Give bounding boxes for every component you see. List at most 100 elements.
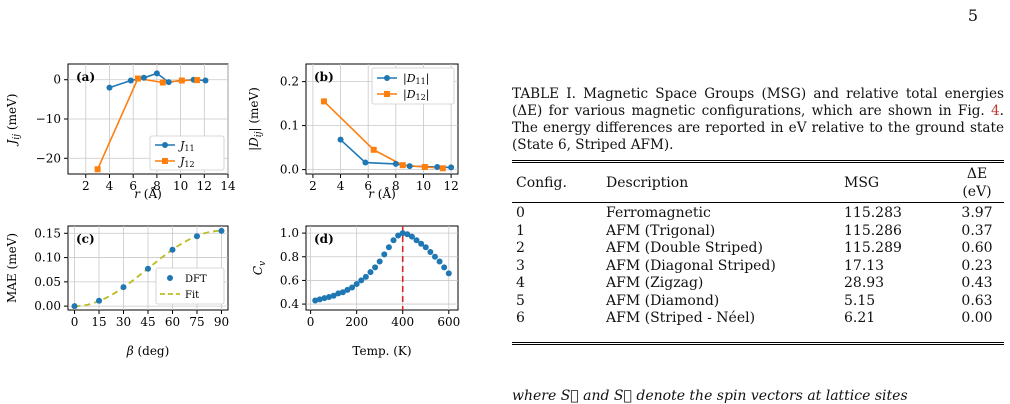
data-point-Cv — [413, 237, 420, 244]
y-tick-label: 0.00 — [34, 299, 61, 313]
data-point-DFT — [96, 297, 103, 304]
y-tick-label: 0.6 — [280, 273, 299, 287]
cell-config: 5 — [516, 292, 525, 309]
x-tick-label: 15 — [91, 315, 106, 329]
data-point-DFT — [218, 227, 225, 234]
body-text-fragment: where S⃗ and S⃗ denote the spin vectors … — [512, 388, 908, 404]
cell-delta-e: 0.60 — [961, 240, 993, 256]
panel-c-xlabel: β (deg) — [126, 344, 170, 358]
data-point-Cv — [312, 297, 319, 304]
data-point-Cv — [418, 240, 425, 247]
y-tick-label: 0.15 — [34, 226, 61, 240]
x-tick-label: 400 — [391, 315, 414, 329]
series-markers-J12 — [94, 75, 201, 173]
cell-msg: 115.289 — [844, 240, 902, 256]
data-point-Cv — [335, 290, 342, 297]
data-point-Cv — [441, 264, 448, 271]
cell-delta-e: 0.63 — [961, 292, 993, 309]
header-msg: MSG — [840, 160, 950, 203]
series-markers-D12 — [320, 98, 446, 172]
data-point-J12 — [178, 77, 185, 84]
data-point-Cv — [321, 295, 328, 302]
x-tick-label: 8 — [392, 179, 400, 193]
panel-c-ylabel: MAE (meV) — [5, 233, 19, 303]
data-point-J11 — [106, 84, 113, 91]
data-point-Cv — [344, 286, 351, 293]
x-tick-label: 6 — [129, 179, 137, 193]
data-point-J11 — [140, 74, 147, 81]
x-tick-label: 0 — [307, 315, 315, 329]
panel-a-ticks: 2 4 6 8 10 12 14 0 −10 −20 — [36, 73, 236, 193]
data-point-DFT — [145, 265, 151, 272]
data-point-J11 — [165, 79, 172, 86]
data-point-D12 — [439, 165, 446, 172]
y-tick-label: 0.2 — [280, 75, 299, 89]
data-point-Cv — [390, 237, 397, 244]
data-point-Cv — [445, 270, 452, 277]
x-tick-label: 10 — [173, 179, 188, 193]
table-row: 5 AFM (Diamond) 5.15 0.63 — [512, 293, 1004, 311]
data-point-Cv — [372, 264, 379, 271]
table-row: 2 AFM (Double Striped) 115.289 0.60 — [512, 240, 1004, 258]
data-point-D12 — [370, 146, 377, 153]
x-tick-label: 30 — [116, 315, 131, 329]
data-point-D11 — [448, 164, 455, 171]
x-tick-label: 2 — [309, 179, 317, 193]
panel-b-label: (b) — [314, 70, 334, 84]
y-tick-label: 0.4 — [280, 297, 299, 311]
header-delta-e: ΔE (eV) — [950, 160, 1004, 203]
data-point-Cv — [353, 280, 360, 287]
cell-description: AFM (Striped - Néel) — [602, 310, 840, 345]
data-point-Cv — [385, 244, 392, 251]
cell-description: AFM (Diagonal Striped) — [606, 257, 776, 274]
cell-config: 3 — [516, 257, 525, 274]
data-point-Cv — [431, 253, 438, 260]
x-tick-label: 8 — [153, 179, 161, 193]
table-caption: TABLE I. Magnetic Space Groups (MSG) and… — [512, 85, 1004, 153]
legend-entry-DFT: DFT — [185, 274, 207, 285]
data-point-D11 — [406, 163, 413, 170]
y-tick-label: 0.1 — [280, 119, 299, 133]
cell-config: 2 — [516, 240, 525, 256]
panel-b-ylabel: |Dij| (meV) — [247, 87, 264, 151]
data-point-J12 — [94, 166, 101, 173]
table-row: 3 AFM (Diagonal Striped) 17.13 0.23 — [512, 258, 1004, 276]
panel-d: 0 200 400 600 0.4 0.6 0.8 1.0 (d) Temp. (K) Cv — [251, 225, 460, 358]
panel-d-xlabel: Temp. (K) — [352, 344, 411, 358]
cell-delta-e: 0.23 — [961, 257, 993, 274]
panel-a-legend: J11 J12 — [149, 135, 225, 171]
x-tick-label: 12 — [197, 179, 212, 193]
series-markers-Cv — [312, 230, 452, 304]
panel-b-frame — [305, 63, 459, 175]
data-point-J11 — [153, 70, 160, 77]
data-point-Cv — [358, 277, 365, 284]
cell-msg: 115.286 — [844, 222, 902, 239]
panel-d-ticks: 0 200 400 600 0.4 0.6 0.8 1.0 — [280, 226, 460, 329]
data-point-J12 — [134, 75, 141, 82]
figure-reference-link[interactable]: 4 — [991, 102, 1000, 119]
cell-delta-e: 0.00 — [950, 310, 1004, 345]
page-number: 5 — [967, 6, 978, 25]
cell-config: 0 — [516, 205, 525, 221]
data-point-DFT — [120, 284, 127, 291]
x-tick-label: 4 — [337, 179, 345, 193]
cell-config: 6 — [512, 310, 602, 345]
y-tick-label: −20 — [36, 151, 61, 165]
figure-4-panels: 2 4 6 8 10 12 14 0 −10 −20 (a) r (Å) Jij (meV) J1… — [0, 40, 480, 370]
data-point-D12 — [399, 162, 406, 169]
table-row: 4 AFM (Zigzag) 28.93 0.43 — [512, 275, 1004, 293]
cell-msg: 115.283 — [844, 205, 902, 221]
data-point-D12 — [320, 98, 327, 105]
data-point-DFT — [193, 233, 200, 240]
cell-description: AFM (Zigzag) — [606, 275, 704, 291]
data-point-DFT — [71, 303, 78, 310]
panel-b-legend: |D11| |D12| — [371, 67, 455, 105]
panel-c-legend: DFT Fit — [155, 267, 225, 305]
data-point-D11 — [392, 160, 399, 167]
panel-b: 2 4 6 8 10 120.00.10.2 (b) r (Å) |Dij| (meV) … — [247, 63, 459, 201]
panel-d-label: (d) — [314, 232, 334, 246]
table-row: 0 Ferromagnetic 115.283 3.97 — [512, 203, 1004, 223]
y-tick-label: 0.0 — [280, 163, 299, 177]
panel-a-xlabel: r (Å) — [134, 186, 162, 201]
data-point-Cv — [381, 251, 388, 258]
